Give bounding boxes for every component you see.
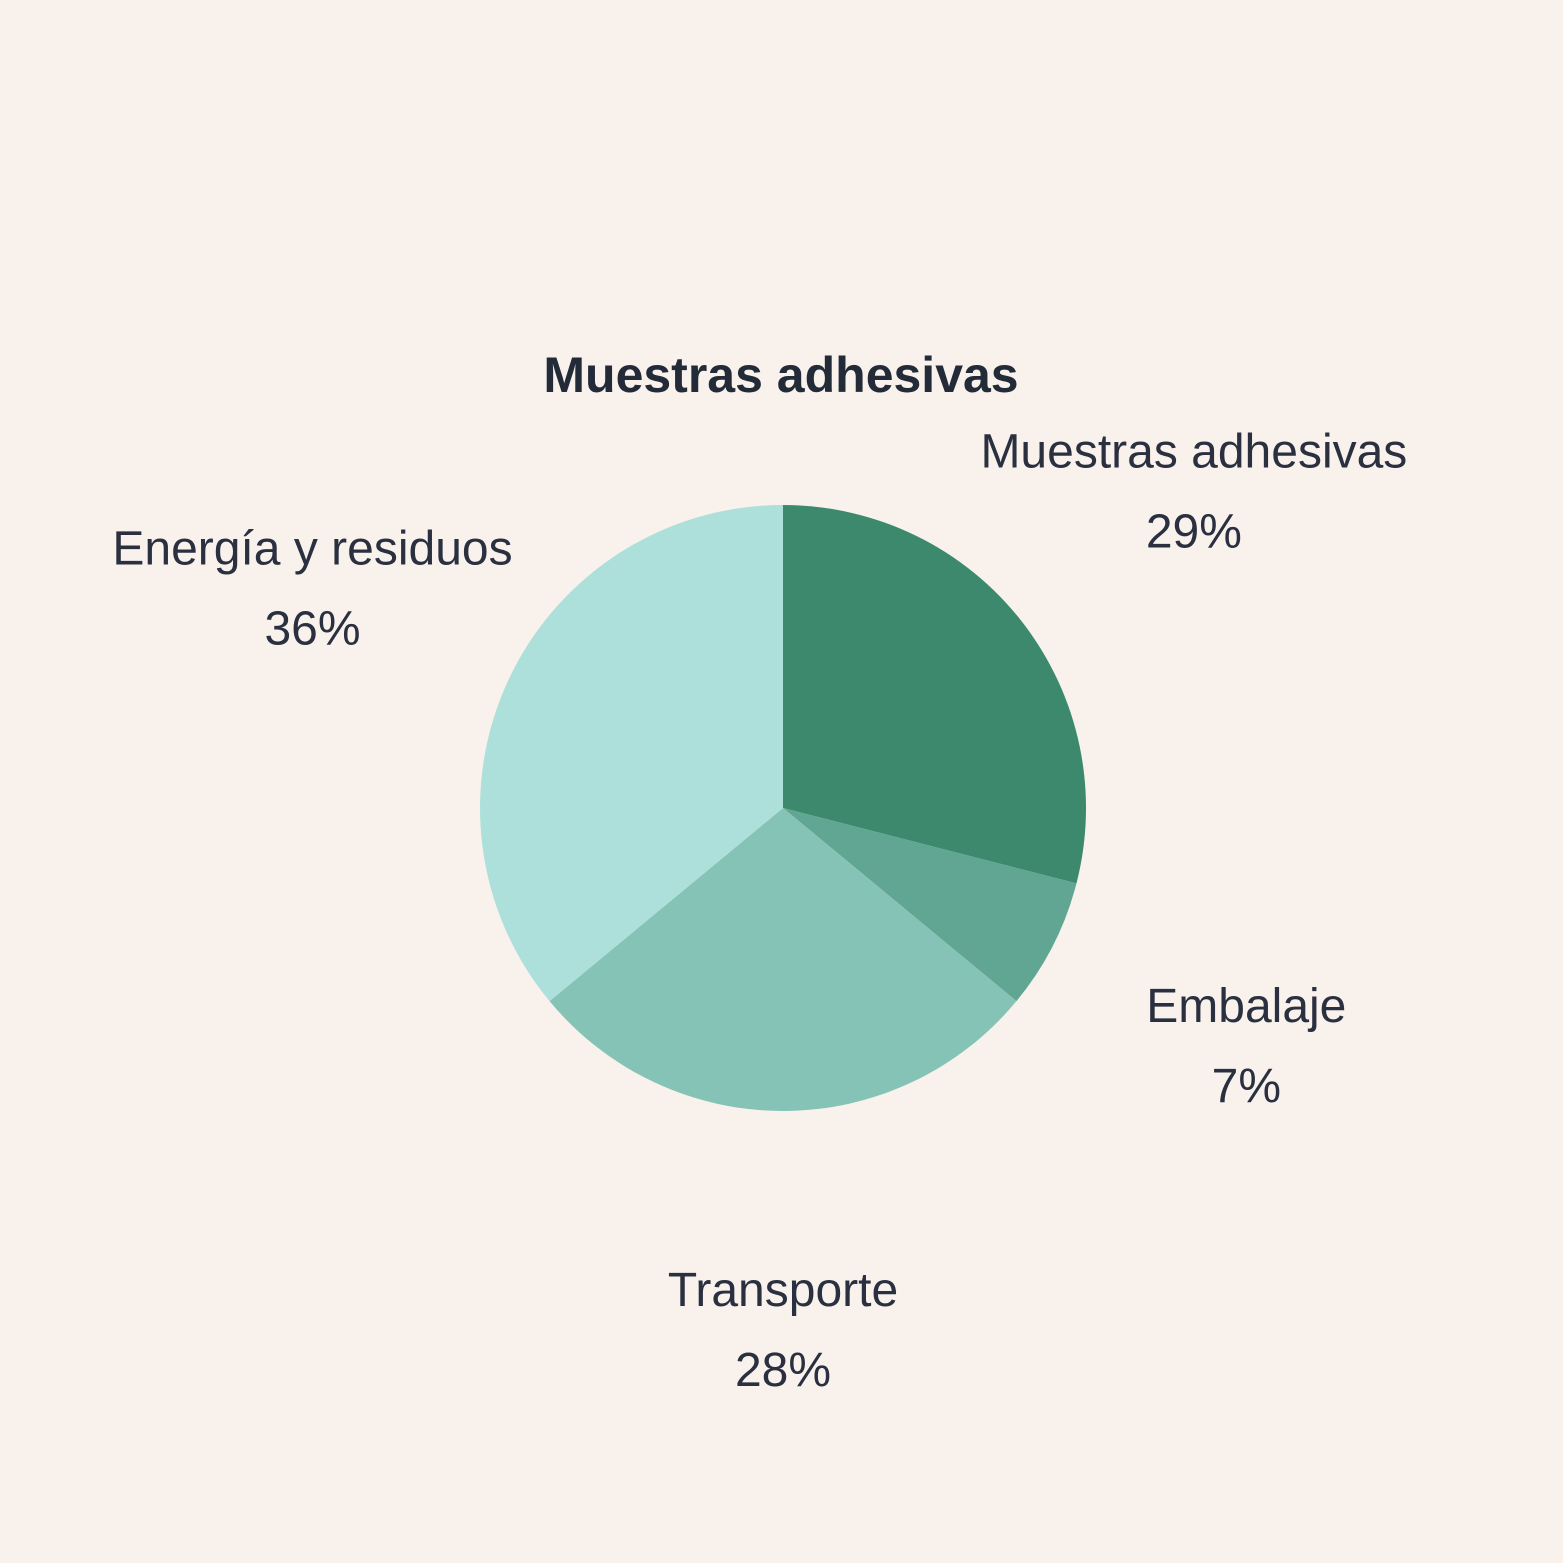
pie-labels: Muestras adhesivas 29% Embalaje 7% Transport… [112, 425, 1407, 1397]
chart-title: Muestras adhesivas [543, 347, 1018, 403]
pie-slice-0 [783, 505, 1086, 884]
slice-label-3: Energía y residuos [112, 523, 512, 576]
pie-slice-1 [783, 808, 1077, 1002]
slice-label-2: Transporte [668, 1264, 898, 1317]
slice-label-0: Muestras adhesivas [980, 425, 1407, 478]
slice-value-3: 36% [264, 603, 360, 656]
slice-value-2: 28% [735, 1344, 831, 1397]
pie-slice-3 [479, 505, 783, 1002]
slice-label-1: Embalaje [1146, 980, 1346, 1033]
slice-value-0: 29% [1146, 505, 1242, 558]
pie-slices [479, 505, 1086, 1111]
pie-slice-2 [549, 808, 1017, 1111]
slice-value-1: 7% [1212, 1060, 1281, 1113]
